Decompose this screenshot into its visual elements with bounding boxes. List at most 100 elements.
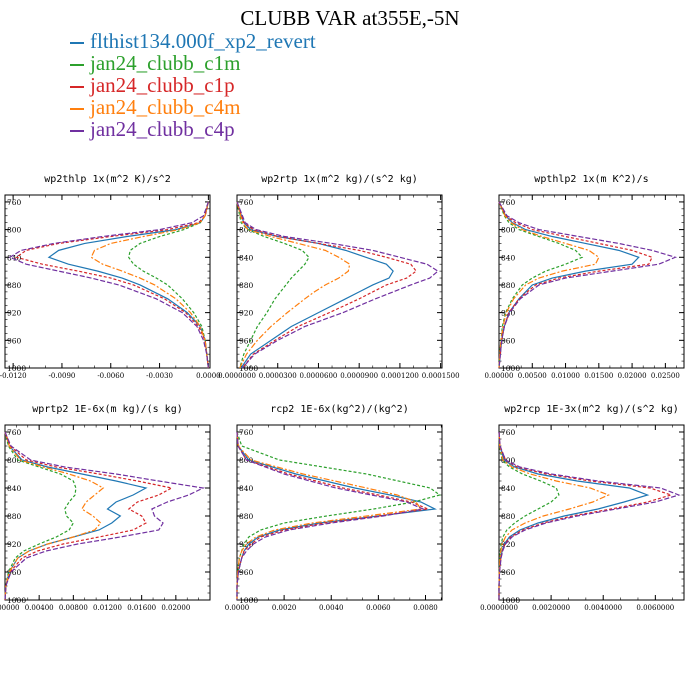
legend-item: jan24_clubb_c4p (70, 118, 316, 140)
series-line (498, 201, 640, 369)
x-tick-label: 0.01200 (93, 604, 122, 612)
x-tick-label: 0.00000 (0, 604, 19, 612)
y-tick-label: 880 (501, 281, 516, 290)
x-tick-label: 0.0001500 (422, 372, 460, 380)
x-tick-label: 0.0000300 (259, 372, 297, 380)
series-line (498, 201, 600, 369)
y-tick-label: 760 (239, 428, 254, 437)
y-tick-label: 800 (239, 226, 254, 235)
legend-label: jan24_clubb_c4p (90, 117, 235, 141)
series-line (236, 431, 437, 600)
x-tick-label: 0.00000 (485, 372, 514, 380)
legend-label: flthist134.000f_xp2_revert (90, 29, 316, 53)
series-line (236, 201, 439, 369)
series-line (128, 201, 209, 369)
legend-label: jan24_clubb_c1m (90, 51, 241, 75)
series-line (236, 201, 351, 369)
legend-swatch (70, 86, 84, 89)
x-tick-label: 0.00800 (59, 604, 88, 612)
x-tick-label: -0.0120 (0, 372, 27, 380)
y-tick-label: 800 (7, 226, 22, 235)
panel-title: wprtp2 1E-6x(m kg)/(s kg) (32, 404, 183, 415)
y-tick-label: 840 (501, 253, 516, 262)
x-tick-label: 0.0000 (225, 604, 250, 612)
x-tick-label: 0.01600 (127, 604, 156, 612)
x-tick-label: 0.0000900 (340, 372, 378, 380)
series-line (498, 431, 673, 600)
x-tick-label: 0.0000000 (218, 372, 256, 380)
x-tick-label: 0.0000600 (300, 372, 338, 380)
legend-label: jan24_clubb_c1p (90, 73, 235, 97)
series-line (236, 201, 418, 369)
x-tick-label: 0.0080 (413, 604, 438, 612)
panel-title: rcp2 1E-6x(kg^2)/(kg^2) (270, 404, 408, 415)
y-tick-label: 960 (239, 336, 254, 345)
legend-swatch (70, 42, 84, 45)
y-tick-label: 1000 (239, 596, 258, 605)
series-line (8, 201, 209, 369)
y-tick-label: 1000 (7, 596, 26, 605)
y-tick-label: 920 (239, 540, 254, 549)
y-tick-label: 760 (7, 428, 22, 437)
series-line (498, 431, 560, 600)
y-tick-label: 760 (239, 198, 254, 207)
x-tick-label: 0.02000 (618, 372, 647, 380)
legend-item: jan24_clubb_c1p (70, 74, 316, 96)
plot-panel: wprtp2 1E-6x(m kg)/(s kg) 760 800 840 880 920… (0, 404, 211, 612)
y-tick-label: 800 (501, 226, 516, 235)
panel-title: wp2thlp 1x(m^2 K)/s^2 (44, 174, 170, 185)
legend-item: jan24_clubb_c1m (70, 52, 316, 74)
y-tick-label: 1000 (501, 364, 520, 373)
plot-frame (236, 424, 443, 601)
series-line (236, 431, 441, 600)
y-tick-label: 840 (239, 484, 254, 493)
series-line (4, 431, 105, 601)
plot-panel: wp2rcp 1E-3x(m^2 kg)/(s^2 kg) 760 800 840 88… (480, 404, 685, 612)
plot-panel: wp2thlp 1x(m^2 K)/s^2 760 800 840 880 920 960 1… (0, 174, 221, 380)
y-tick-label: 880 (7, 512, 22, 521)
legend: flthist134.000f_xp2_revert jan24_clubb_c… (70, 30, 316, 140)
x-tick-label: 0.02000 (161, 604, 190, 612)
y-tick-label: 1000 (239, 364, 258, 373)
plot-panel: wp2rtp 1x(m^2 kg)/(s^2 kg) 760 800 840 880 92… (218, 174, 460, 380)
x-tick-label: 0.0020 (272, 604, 297, 612)
x-tick-label: 0.00400 (25, 604, 54, 612)
series-line (90, 201, 209, 369)
y-tick-label: 760 (501, 198, 516, 207)
x-tick-label: 0.01500 (584, 372, 613, 380)
legend-swatch (70, 108, 84, 111)
x-tick-label: -0.0060 (97, 372, 124, 380)
y-tick-label: 880 (239, 512, 254, 521)
y-tick-label: 760 (7, 198, 22, 207)
x-tick-label: 0.0000 (196, 372, 221, 380)
x-tick-label: 0.02500 (651, 372, 680, 380)
x-tick-label: -0.0030 (146, 372, 173, 380)
y-tick-label: 960 (501, 336, 516, 345)
series-line (236, 431, 426, 600)
x-tick-label: 0.0060 (366, 604, 391, 612)
y-tick-label: 840 (7, 253, 22, 262)
y-tick-label: 880 (501, 512, 516, 521)
legend-item: jan24_clubb_c4m (70, 96, 316, 118)
legend-swatch (70, 64, 84, 67)
series-line (236, 431, 422, 600)
series-line (498, 201, 678, 369)
x-tick-label: 0.0001200 (381, 372, 419, 380)
y-tick-label: 920 (239, 309, 254, 318)
y-tick-label: 960 (501, 568, 516, 577)
x-tick-label: 0.0060000 (636, 604, 674, 612)
series-line (236, 431, 431, 600)
y-tick-label: 1000 (7, 364, 26, 373)
series-line (236, 201, 310, 369)
panel-title: wp2rcp 1E-3x(m^2 kg)/(s^2 kg) (504, 404, 679, 415)
series-line (47, 201, 209, 369)
series-line (4, 431, 148, 601)
x-tick-label: 0.01000 (551, 372, 580, 380)
y-tick-label: 760 (501, 428, 516, 437)
y-tick-label: 840 (239, 253, 254, 262)
y-tick-label: 960 (7, 568, 22, 577)
y-tick-label: 1000 (501, 596, 520, 605)
plot-panel: rcp2 1E-6x(kg^2)/(kg^2)76080084088092096… (225, 404, 443, 612)
series-line (4, 431, 77, 601)
